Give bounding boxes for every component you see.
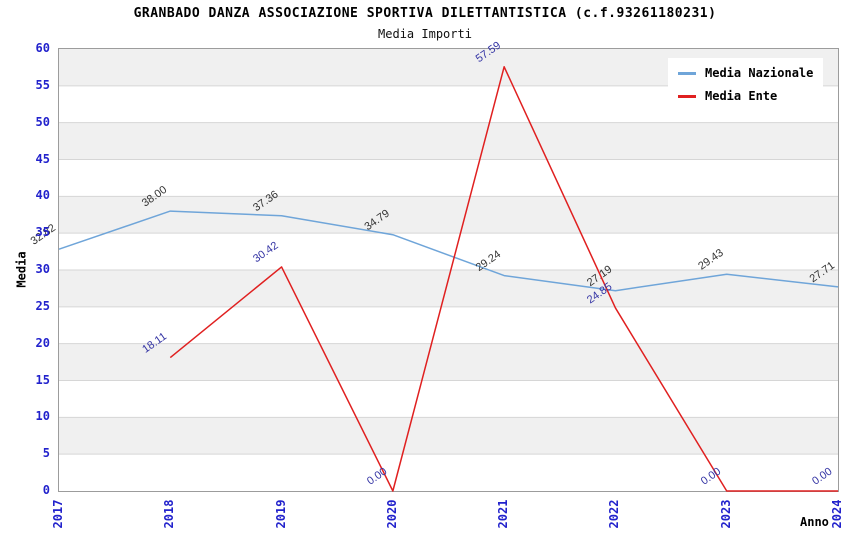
legend-label: Media Nazionale	[705, 66, 814, 80]
x-tick-label: 2023	[718, 499, 733, 529]
y-tick-label: 55	[35, 77, 50, 92]
svg-text:0.00: 0.00	[365, 465, 389, 487]
x-tick-label: 2018	[162, 499, 177, 529]
legend-item-media-nazionale: Media Nazionale	[678, 66, 813, 80]
y-tick-label: 30	[35, 262, 50, 276]
y-tick-label: 35	[35, 225, 50, 240]
svg-text:0.00: 0.00	[810, 465, 834, 487]
x-tick-label: 2019	[273, 499, 288, 529]
legend: Media Nazionale Media Ente	[668, 58, 824, 111]
y-tick-label: 10	[35, 409, 50, 424]
x-tick-label: 2021	[496, 499, 511, 529]
legend-line-icon	[678, 94, 696, 98]
x-tick-label: 2024	[830, 499, 844, 529]
x-axis-title: Anno	[800, 515, 829, 529]
legend-line-icon	[678, 71, 696, 75]
x-tick-label: 2020	[384, 499, 399, 529]
y-tick-label: 0	[42, 483, 50, 497]
legend-item-media-ente: Media Ente	[678, 89, 813, 103]
chart-title: GRANBADO DANZA ASSOCIAZIONE SPORTIVA DIL…	[133, 6, 717, 21]
y-axis-title: Media	[14, 251, 29, 288]
svg-text:30.42: 30.42	[251, 240, 280, 266]
chart-subtitle: Media Importi	[378, 27, 472, 41]
y-tick-label: 60	[35, 41, 50, 55]
y-tick-label: 50	[35, 114, 50, 129]
legend-label: Media Ente	[705, 89, 778, 103]
svg-text:29.43: 29.43	[696, 247, 725, 273]
y-tick-label: 45	[35, 151, 50, 166]
plot-area: 32.82 38.00 37.36 34.79 29.24 27.19 29.43 27.71…	[29, 39, 839, 492]
y-tick-label: 20	[35, 335, 50, 350]
y-tick-label: 5	[42, 446, 50, 461]
y-tick-label: 25	[35, 298, 50, 313]
y-tick-label: 40	[35, 188, 50, 203]
svg-text:0.00: 0.00	[699, 465, 723, 487]
x-tick-label: 2017	[51, 499, 65, 529]
y-tick-label: 15	[35, 372, 50, 387]
x-tick-label: 2022	[607, 499, 622, 529]
